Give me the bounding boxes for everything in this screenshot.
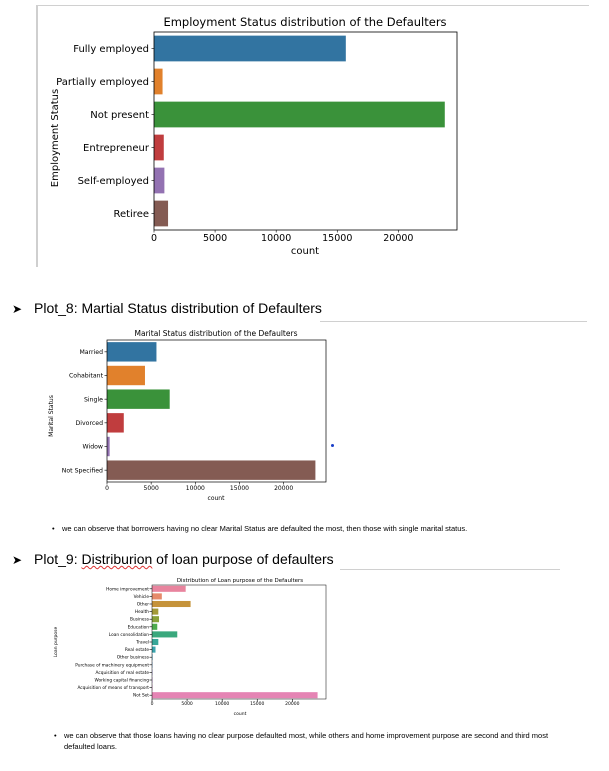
- x-tick-label: 5000: [203, 233, 227, 244]
- x-tick-label: 0: [151, 701, 154, 707]
- x-tick-label: 20000: [285, 701, 299, 707]
- marital-note: we can observe that borrowers having no …: [52, 523, 592, 534]
- category-label: Other: [137, 602, 149, 608]
- bar-single: [107, 389, 170, 409]
- category-label: Single: [84, 396, 103, 403]
- plot-frame: [151, 584, 327, 700]
- x-tick-label: 20000: [274, 485, 293, 492]
- plot9-heading: ➤ Plot_9: Distriburion of loan purpose of…: [12, 551, 334, 567]
- bar-entrepreneur: [154, 134, 164, 161]
- category-label: Fully employed: [73, 44, 149, 55]
- x-tick-label: 0: [105, 485, 109, 492]
- loan-purpose-chart: Distribution of Loan purpose of the Defa…: [53, 578, 327, 717]
- category-label: Acquisition of means of transport: [77, 685, 149, 691]
- x-tick-label: 5000: [181, 701, 193, 707]
- plot9-heading-misspelled: Distriburion: [81, 551, 153, 567]
- plot8-heading: ➤ Plot_8: Martial Status distribution of …: [12, 300, 322, 316]
- x-axis-label: count: [208, 495, 226, 502]
- bar-self-employed: [154, 167, 165, 194]
- category-label: Divorced: [76, 420, 104, 427]
- category-label: Business: [130, 617, 150, 623]
- category-label: Partially employed: [56, 77, 149, 88]
- arrow-bullet-icon: ➤: [12, 302, 23, 316]
- category-label: Not present: [90, 110, 149, 121]
- category-label: Married: [79, 349, 103, 356]
- category-label: Acquisition of real estate: [96, 670, 150, 676]
- category-label: Education: [128, 624, 150, 630]
- category-label: Purchase of machinery equipment: [75, 662, 149, 668]
- cell-top-border: [36, 5, 589, 6]
- x-tick-label: 20000: [383, 233, 413, 244]
- plot-frame: [106, 339, 327, 483]
- y-axis-label: Employment Status: [50, 89, 61, 187]
- x-tick-label: 5000: [144, 485, 159, 492]
- x-tick-label: 15000: [250, 701, 264, 707]
- bar-home-improvement: [152, 585, 186, 592]
- x-tick-label: 15000: [230, 485, 249, 492]
- bar-other: [152, 600, 191, 608]
- bar-divorced: [107, 413, 124, 433]
- category-label: Travel: [135, 640, 149, 646]
- bar-retiree: [154, 200, 169, 227]
- cell-left-border: [36, 5, 38, 267]
- arrow-bullet-icon: ➤: [12, 553, 23, 567]
- x-axis-label: count: [291, 246, 319, 257]
- bar-partially-employed: [154, 68, 163, 95]
- bar-married: [107, 342, 157, 362]
- x-axis-label: count: [234, 711, 247, 717]
- purpose-note: we can observe that those loans having n…: [54, 730, 564, 752]
- bar-widow: [107, 436, 110, 457]
- bar-real-estate: [152, 646, 156, 653]
- y-axis-label: Marital Status: [48, 395, 55, 437]
- category-label: Entrepreneur: [83, 143, 150, 154]
- employment-chart: Employment Status distribution of the De…: [50, 15, 458, 257]
- bar-not-specified: [107, 460, 316, 480]
- category-label: Loan consolidation: [109, 632, 150, 638]
- x-tick-label: 15000: [322, 233, 352, 244]
- section-divider-1: [320, 321, 587, 322]
- bar-education: [152, 623, 158, 630]
- x-tick-label: 10000: [261, 233, 291, 244]
- plot8-heading-text: Plot_8: Martial Status distribution of D…: [34, 300, 322, 316]
- bar-business: [152, 616, 160, 623]
- category-label: Self-employed: [78, 176, 149, 187]
- category-label: Health: [135, 609, 149, 615]
- bar-travel: [152, 638, 159, 646]
- blue-dot-marker: [331, 444, 334, 447]
- bar-not-present: [154, 101, 445, 128]
- chart-title: Distribution of Loan purpose of the Defa…: [177, 578, 303, 584]
- category-label: Home improvement: [106, 586, 149, 592]
- section-divider-2: [340, 569, 560, 570]
- bar-vehicle: [152, 593, 162, 600]
- chart-title: Employment Status distribution of the De…: [163, 15, 446, 29]
- category-label: Cohabitant: [69, 373, 104, 380]
- x-tick-label: 0: [151, 233, 157, 244]
- bar-other-business: [152, 654, 153, 661]
- category-label: Widow: [83, 444, 103, 451]
- bar-fully-employed: [154, 35, 346, 62]
- marital-chart: Marital Status distribution of the Defau…: [48, 329, 327, 502]
- x-tick-label: 10000: [186, 485, 205, 492]
- category-label: Other business: [117, 655, 150, 661]
- x-tick-label: 10000: [215, 701, 229, 707]
- category-label: Real estate: [125, 647, 150, 653]
- bar-health: [152, 608, 159, 615]
- chart-title: Marital Status distribution of the Defau…: [135, 329, 298, 338]
- category-label: Vehicle: [134, 594, 150, 600]
- category-label: Working capital financing: [95, 678, 150, 684]
- category-label: Not Set: [133, 693, 149, 699]
- bar-loan-consolidation: [152, 631, 178, 638]
- category-label: Not Specified: [62, 467, 103, 474]
- bar-not-set: [152, 692, 318, 699]
- plot9-heading-prefix: Plot_9:: [34, 551, 82, 567]
- category-label: Retiree: [113, 209, 149, 220]
- plot-frame: [153, 31, 458, 231]
- bar-cohabitant: [107, 365, 145, 386]
- y-axis-label: Loan purpose: [53, 627, 59, 658]
- plot9-heading-rest: of loan purpose of defaulters: [152, 551, 334, 567]
